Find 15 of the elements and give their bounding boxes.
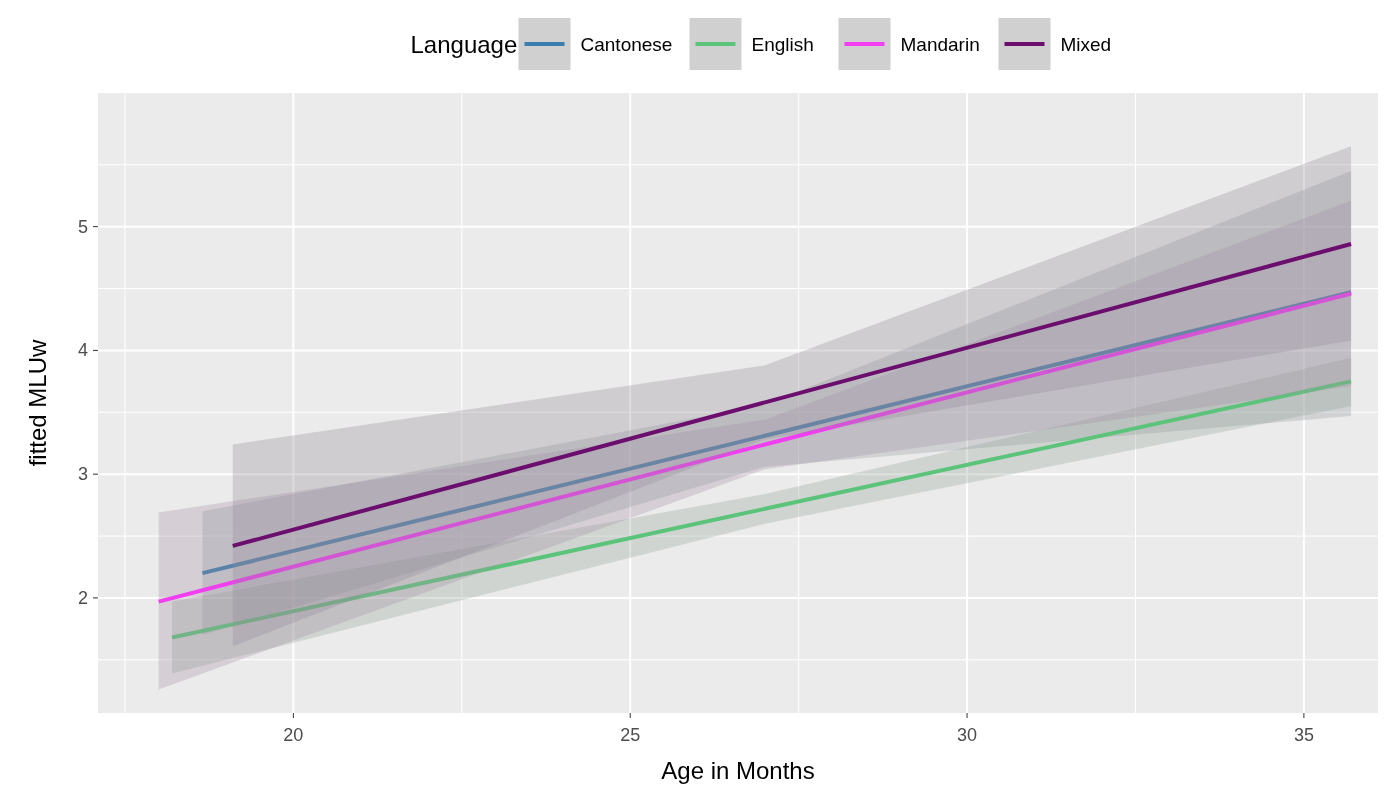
x-tick-label: 25 xyxy=(620,725,641,745)
legend-label: Mandarin xyxy=(900,34,980,55)
x-tick-label: 20 xyxy=(283,725,304,745)
x-axis-title: Age in Months xyxy=(661,757,815,784)
y-tick-label: 2 xyxy=(77,587,88,608)
x-tick-label: 35 xyxy=(1293,725,1314,745)
legend-title: Language xyxy=(410,31,518,58)
legend-label: Cantonese xyxy=(580,34,673,55)
legend-label: Mixed xyxy=(1060,34,1112,55)
x-tick-label: 30 xyxy=(957,725,978,745)
y-tick-label: 5 xyxy=(77,216,88,237)
y-tick-label: 4 xyxy=(77,340,88,361)
legend-label: English xyxy=(751,34,814,55)
y-axis-title: fitted MLUw xyxy=(24,338,51,467)
y-tick-label: 3 xyxy=(77,464,88,485)
